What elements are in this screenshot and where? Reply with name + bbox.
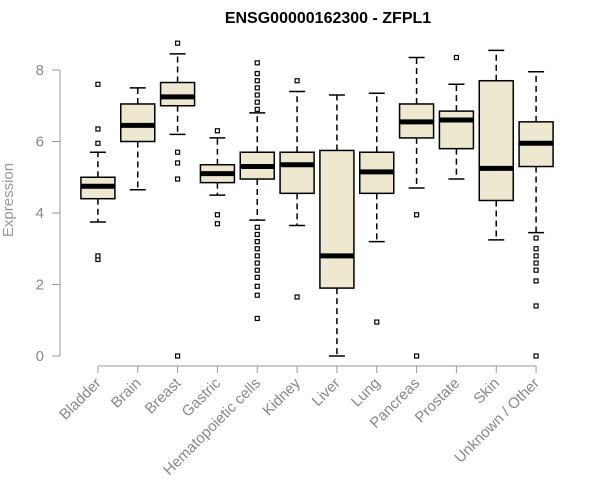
box-2 [120,87,156,191]
outlier-point [254,239,260,245]
outlier-point [453,54,460,61]
y-tick-label: 0 [36,348,44,365]
box-10 [438,54,475,180]
outlier-point [254,253,260,259]
box-7 [319,94,355,357]
outlier-point [533,267,539,273]
outlier-point [174,160,181,166]
outlier-point [294,78,300,84]
box-1 [80,81,116,263]
box-4 [199,128,236,227]
outlier-point [95,253,101,259]
outlier-point [374,319,380,325]
outlier-point [254,70,260,77]
outlier-point [533,278,539,284]
box-12 [518,71,554,359]
y-tick-label: 2 [36,277,44,294]
outlier-point [533,246,539,252]
x-tick-label: Bladder [56,375,105,424]
box-6 [279,78,315,300]
box-iqr [319,149,355,289]
box-group [80,40,554,359]
outlier-point [533,353,539,359]
outlier-point [174,176,181,182]
outlier-point [254,106,260,112]
box-iqr [279,151,315,195]
outlier-point [294,294,300,300]
x-tick-label: Skin [470,375,503,408]
outlier-point [533,235,539,241]
outlier-point [95,81,101,87]
outlier-point [254,274,260,280]
outlier-point [254,267,260,273]
y-axis-label: Expression [0,163,17,237]
box-iqr [120,103,156,143]
outlier-point [254,260,260,266]
y-axis: 0 2 4 6 8 [36,62,61,365]
box-3 [159,40,196,359]
outlier-point [254,283,260,289]
box-iqr [159,81,196,107]
x-tick-label: Brain [108,375,145,412]
outlier-point [533,253,539,259]
outlier-point [174,353,181,359]
y-tick-label: 4 [36,205,44,222]
box-9 [398,56,435,359]
y-tick-label: 6 [36,134,44,151]
x-tick-label: Prostate [412,375,464,427]
outlier-point [254,292,260,298]
outlier-point [254,85,260,91]
outlier-point [174,149,181,155]
box-11 [478,49,514,241]
x-tick-label: Liver [309,375,344,410]
outlier-point [413,212,420,218]
box-iqr [478,79,514,202]
outlier-point [214,128,221,134]
outlier-point [413,353,420,359]
outlier-point [254,231,260,238]
x-tick-label: Breast [142,374,185,417]
y-tick-label: 8 [36,62,44,79]
outlier-point [533,303,539,309]
x-tick-label: Lung [348,375,384,411]
outlier-point [254,60,260,66]
outlier-point [174,40,181,46]
box-5 [239,60,275,322]
chart-title: ENSG00000162300 - ZFPL1 [225,10,431,27]
outlier-point [254,99,260,105]
outlier-point [254,78,260,84]
outlier-point [254,224,260,230]
outlier-point [533,260,539,266]
box-iqr [438,110,475,150]
box-8 [359,92,395,325]
outlier-point [214,221,221,227]
outlier-point [254,92,260,98]
outlier-point [254,315,260,322]
x-tick-label: Kidney [259,374,304,419]
outlier-point [95,126,101,132]
outlier-point [214,212,221,218]
outlier-point [95,140,101,146]
outlier-point [254,246,260,252]
